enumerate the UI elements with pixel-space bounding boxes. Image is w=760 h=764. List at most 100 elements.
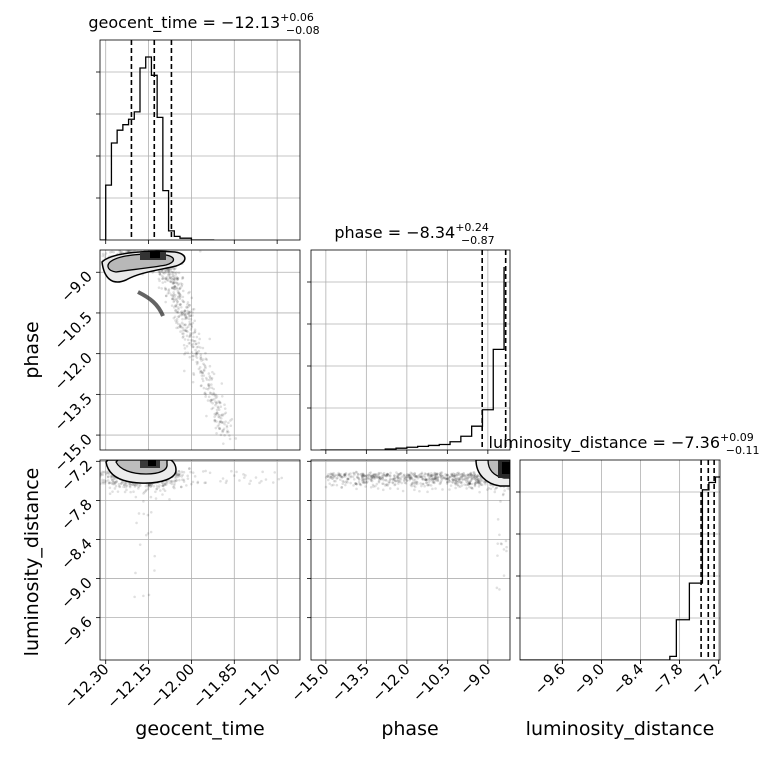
sample-point <box>504 539 508 543</box>
sample-point <box>334 473 338 477</box>
sample-point <box>176 296 180 299</box>
sample-point <box>168 273 172 276</box>
sample-point <box>180 283 184 286</box>
sample-point <box>172 306 176 309</box>
sample-point <box>502 548 506 551</box>
x-axis-label-geocent_time: geocent_time <box>135 718 264 740</box>
sample-point <box>223 434 226 437</box>
sample-point <box>489 483 492 487</box>
sample-point <box>143 490 146 494</box>
sample-point <box>190 482 193 486</box>
histogram-step-geocent_time <box>100 56 215 240</box>
sample-point <box>222 442 225 445</box>
sample-point <box>104 470 107 474</box>
sample-point <box>342 480 346 484</box>
sample-point <box>344 483 347 487</box>
sample-point <box>473 473 477 476</box>
sample-point <box>160 277 164 281</box>
contour-peak <box>150 252 160 258</box>
sample-point <box>456 483 460 487</box>
y-tick-label: −9.0 <box>57 574 95 612</box>
sample-point <box>430 474 434 478</box>
sample-point <box>94 472 97 475</box>
title-plus: +0.24 <box>455 221 489 234</box>
sample-point <box>150 484 154 487</box>
sample-point <box>431 478 435 482</box>
sample-point <box>155 484 159 488</box>
sample-point <box>405 475 409 478</box>
sample-point <box>463 475 467 478</box>
sample-point <box>94 472 97 475</box>
sample-point <box>273 471 277 474</box>
sample-point <box>161 484 165 488</box>
sample-point <box>366 475 369 478</box>
sample-point <box>416 474 419 478</box>
sample-point <box>344 473 347 476</box>
sample-point <box>234 437 238 440</box>
sample-point <box>128 485 132 489</box>
sample-point <box>399 477 403 481</box>
sample-point <box>196 481 199 485</box>
sample-point <box>221 414 224 417</box>
sample-point <box>182 300 186 304</box>
sample-point <box>434 475 438 478</box>
sample-point <box>416 476 420 480</box>
sample-point <box>450 473 454 477</box>
sample-point <box>457 471 460 475</box>
sample-point <box>210 386 214 390</box>
sample-point <box>469 479 473 483</box>
sample-point <box>157 485 161 489</box>
sample-point <box>447 480 451 483</box>
sample-point <box>204 351 207 355</box>
sample-point <box>216 405 220 409</box>
title-minus: −0.87 <box>461 234 495 247</box>
sample-point <box>423 478 427 482</box>
sample-point <box>215 411 219 414</box>
sample-point <box>128 250 132 253</box>
sample-point <box>100 471 102 475</box>
x-tick-label: −15.0 <box>287 660 332 705</box>
sample-point <box>205 358 209 361</box>
sample-point <box>470 482 474 486</box>
sample-point <box>176 300 179 304</box>
sample-point <box>162 272 166 275</box>
sample-point <box>176 278 179 281</box>
sample-point <box>358 482 362 486</box>
sample-point <box>452 475 455 478</box>
sample-point <box>182 323 185 326</box>
sample-point <box>473 482 477 485</box>
sample-point <box>417 473 421 477</box>
sample-point <box>434 476 437 479</box>
sample-point <box>155 487 159 490</box>
sample-point <box>397 473 401 477</box>
sample-point <box>214 402 218 405</box>
sample-point <box>436 472 439 476</box>
sample-point <box>191 321 195 325</box>
sample-point <box>185 344 189 348</box>
sample-point <box>371 474 374 478</box>
sample-point <box>198 366 202 369</box>
sample-point <box>145 246 148 249</box>
sample-point <box>448 475 452 479</box>
sample-point <box>332 479 336 483</box>
sample-point <box>210 383 213 386</box>
sample-point <box>176 278 179 281</box>
sample-point <box>424 478 427 482</box>
sample-point <box>386 473 389 476</box>
sample-point <box>198 250 202 253</box>
sample-point <box>430 477 434 480</box>
sample-point <box>427 480 431 484</box>
sample-point <box>413 472 417 476</box>
sample-point <box>132 483 136 487</box>
sample-point <box>429 472 433 475</box>
sample-point <box>433 477 437 480</box>
sample-point <box>167 269 170 273</box>
sample-point <box>181 246 184 249</box>
sample-point <box>218 416 221 419</box>
sample-point <box>478 481 482 484</box>
sample-point <box>103 480 106 484</box>
sample-point <box>431 487 434 491</box>
sample-point <box>375 472 378 476</box>
sample-point <box>391 478 395 481</box>
panel-luminosity_distance-vs-phase <box>310 459 511 661</box>
